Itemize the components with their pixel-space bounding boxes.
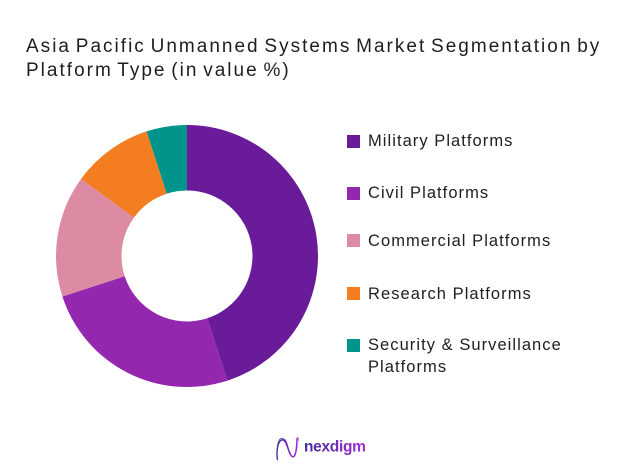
svg-text:nexdigm: nexdigm — [304, 438, 366, 455]
